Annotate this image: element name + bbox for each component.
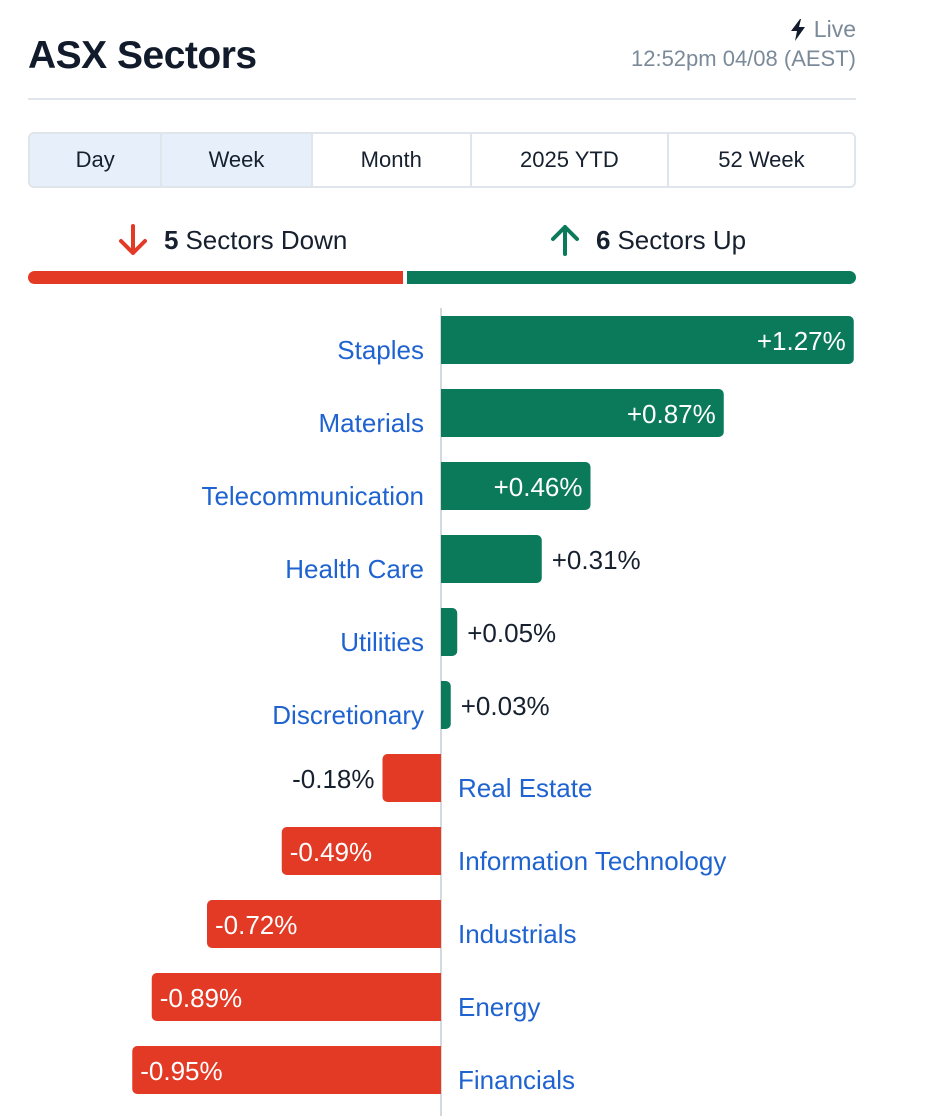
tab-52-week[interactable]: 52 Week [668, 134, 854, 186]
timestamp: 12:52pm 04/08 (AEST) [630, 46, 856, 71]
bar [441, 462, 591, 510]
ratio-up-segment [406, 271, 856, 284]
tab-label: 52 Week [718, 147, 805, 172]
bar [441, 681, 451, 729]
tab-week[interactable]: Week [162, 134, 313, 186]
category-link[interactable]: Staples [337, 335, 424, 365]
category-link[interactable]: Financials [458, 1065, 575, 1095]
chart-svg: +1.27% Staples +0.87% Materials +0.46% Teleco… [132, 308, 854, 1116]
up-down-ratio-bar [28, 271, 856, 284]
live-label: Live [813, 16, 856, 42]
sector-row: -0.72% Industrials [207, 900, 577, 949]
bar [132, 1046, 441, 1094]
value-label: +0.03% [461, 691, 550, 721]
value-label: +0.87% [627, 399, 716, 429]
bar [207, 900, 441, 948]
sector-row: -0.49% Information Technology [281, 827, 726, 876]
tab-label: Month [360, 147, 422, 172]
bar [441, 535, 542, 583]
tab-label: Week [208, 147, 265, 172]
sector-row: +0.31% Health Care [285, 535, 641, 584]
value-label: -0.89% [160, 983, 242, 1013]
category-link[interactable]: Telecommunication [201, 481, 424, 511]
tab-label: Day [75, 147, 115, 172]
sector-row: -0.95% Financials [132, 1046, 575, 1095]
bar [441, 389, 724, 437]
value-label: +0.31% [552, 545, 641, 575]
bar [441, 608, 458, 656]
tab-2025-ytd[interactable]: 2025 YTD [471, 134, 669, 186]
sectors-up-label: Sectors Up [617, 224, 747, 255]
sector-row: +0.46% Telecommunication [201, 462, 591, 511]
bar [441, 316, 854, 364]
sector-bar-chart: +1.27% Staples +0.87% Materials +0.46% Teleco… [28, 308, 856, 1116]
bar [151, 973, 441, 1021]
page-title: ASX Sectors [28, 34, 257, 77]
asx-sectors-widget: ASX Sectors Live 12:52pm 04/08 (AEST) Da… [28, 0, 856, 1116]
value-label: -0.72% [215, 910, 297, 940]
tab-day[interactable]: Day [30, 134, 163, 186]
bar [382, 754, 441, 802]
sectors-down-count: 5 [164, 224, 179, 255]
sectors-up-count: 6 [596, 224, 611, 255]
category-link[interactable]: Discretionary [272, 700, 424, 730]
tab-label: 2025 YTD [520, 147, 619, 172]
period-tabs: Day Week Month 2025 YTD 52 Week [28, 132, 856, 188]
sector-row: +0.87% Materials [319, 389, 724, 438]
sector-summary: 5 Sectors Down 6 Sectors Up [28, 218, 856, 262]
lightning-icon [790, 18, 805, 41]
header-divider [28, 98, 856, 100]
category-link[interactable]: Real Estate [458, 773, 592, 803]
bar [281, 827, 441, 875]
category-link[interactable]: Materials [319, 408, 424, 438]
category-link[interactable]: Health Care [285, 554, 424, 584]
ratio-down-segment [28, 271, 403, 284]
value-label: -0.49% [290, 837, 372, 867]
value-label: +1.27% [757, 326, 846, 356]
sector-row: -0.89% Energy [151, 973, 540, 1022]
sector-row: +1.27% Staples [337, 316, 854, 365]
sector-row: -0.18% Real Estate [292, 754, 592, 803]
value-label: -0.18% [292, 764, 374, 794]
sectors-up-summary: 6 Sectors Up [548, 218, 746, 262]
category-link[interactable]: Energy [458, 992, 540, 1022]
sector-row: +0.05% Utilities [340, 608, 556, 657]
arrow-down-icon [119, 224, 147, 255]
category-link[interactable]: Utilities [340, 627, 424, 657]
value-label: +0.05% [467, 618, 556, 648]
value-label: -0.95% [140, 1056, 222, 1086]
sectors-down-summary: 5 Sectors Down [116, 218, 347, 262]
value-label: +0.46% [494, 472, 583, 502]
tab-month[interactable]: Month [312, 134, 472, 186]
live-indicator: Live [790, 16, 856, 43]
sector-row: +0.03% Discretionary [272, 681, 550, 730]
sectors-down-label: Sectors Down [185, 224, 348, 255]
category-link[interactable]: Information Technology [458, 846, 726, 876]
category-link[interactable]: Industrials [458, 919, 577, 949]
arrow-up-icon [551, 225, 579, 256]
